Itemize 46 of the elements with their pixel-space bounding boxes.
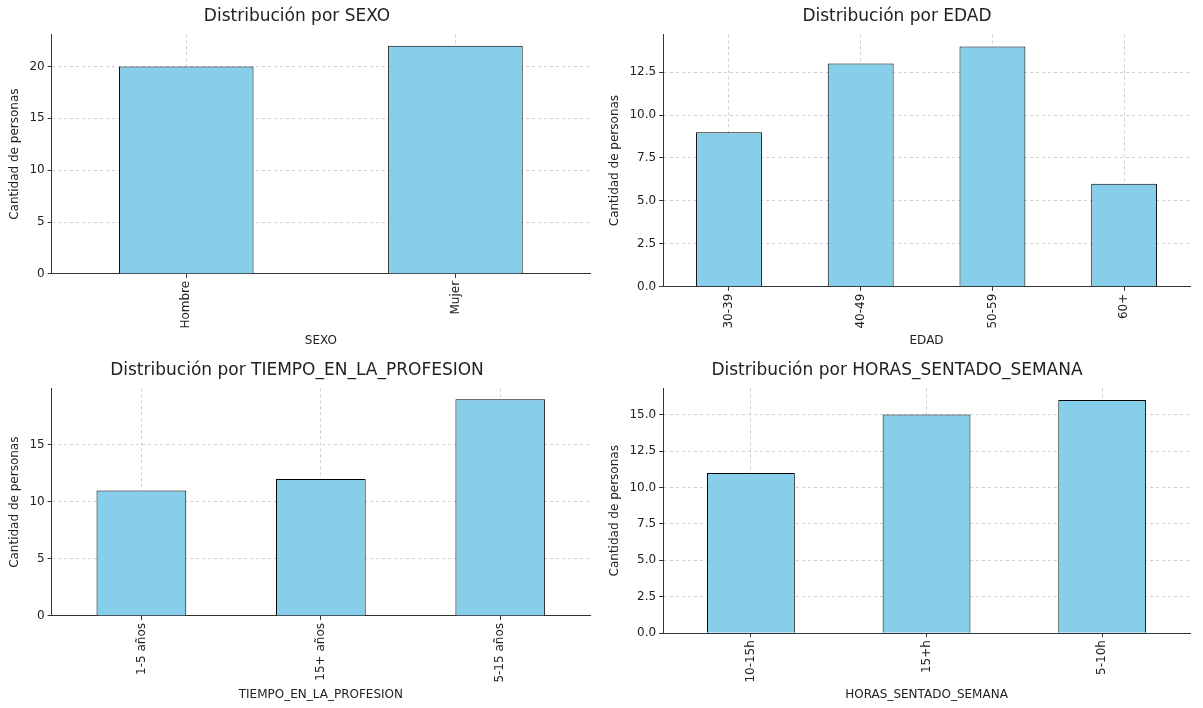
x-tick-label: Hombre	[178, 280, 193, 329]
y-tick-label: 12.5	[629, 443, 657, 458]
x-tick-label: 40-49	[852, 293, 867, 329]
y-tick-label: 2.5	[637, 235, 657, 250]
x-tick-label: 5-15 años	[492, 623, 507, 683]
x-axis-title: SEXO	[304, 332, 337, 347]
x-tick-label: 1-5 años	[133, 623, 148, 675]
y-tick-label: 10	[29, 162, 45, 177]
x-tick-label: 5-10h	[1094, 640, 1109, 675]
x-tick-label: 15+ años	[312, 623, 327, 681]
x-tick-label: 10-15h	[743, 640, 758, 683]
y-tick-label: 15.0	[629, 406, 657, 421]
y-tick-label: 20	[29, 58, 45, 73]
y-tick-label: 7.5	[637, 150, 657, 165]
y-tick-label: 5	[37, 214, 45, 229]
x-tick-label: 30-39	[721, 293, 736, 329]
y-tick-label: 5.0	[637, 193, 657, 208]
y-tick-label: 2.5	[637, 588, 657, 603]
y-tick-label: 0.0	[637, 278, 657, 293]
y-axis-title: Cantidad de personas	[607, 94, 622, 227]
x-axis-title: EDAD	[909, 332, 944, 347]
y-tick-label: 10.0	[629, 479, 657, 494]
y-tick-label: 10.0	[629, 107, 657, 122]
x-tick-label: 50-59	[984, 293, 999, 329]
y-tick-label: 15	[29, 437, 45, 451]
y-tick-label: 10	[29, 494, 45, 509]
x-tick-label: Mujer	[447, 280, 462, 315]
chart-title: Distribución por TIEMPO_EN_LA_PROFESION	[110, 358, 484, 380]
x-tick-label: 60+	[1116, 293, 1131, 320]
y-tick-label: 12.5	[629, 64, 657, 79]
y-axis-title: Cantidad de personas	[607, 445, 622, 577]
chart-title: Distribución por EDAD	[802, 4, 992, 25]
y-tick-label: 0.0	[637, 625, 657, 640]
y-tick-label: 5.0	[637, 552, 657, 567]
y-axis-title: Cantidad de personas	[7, 88, 22, 220]
y-tick-label: 7.5	[637, 516, 657, 530]
x-tick-label: 15+h	[918, 640, 933, 674]
y-tick-label: 5	[37, 551, 45, 566]
chart-title: Distribución por SEXO	[203, 4, 391, 25]
y-tick-label: 0	[37, 608, 45, 623]
x-axis-title: HORAS_SENTADO_SEMANA	[845, 686, 1009, 701]
y-tick-label: 0	[37, 266, 45, 280]
chart-title: Distribución por HORAS_SENTADO_SEMANA	[711, 358, 1083, 380]
y-axis-title: Cantidad de personas	[7, 436, 22, 568]
y-tick-label: 15	[29, 110, 45, 125]
x-axis-title: TIEMPO_EN_LA_PROFESION	[237, 686, 403, 701]
